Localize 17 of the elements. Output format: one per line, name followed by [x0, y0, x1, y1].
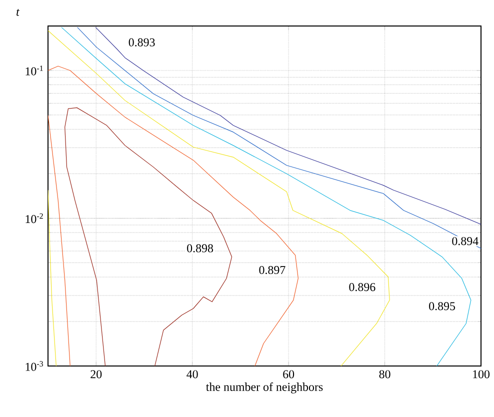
- annotation: 0.896: [349, 283, 376, 292]
- y-tick-label: 10$^{-3}$: [26, 361, 44, 371]
- line-series: [64, 107, 232, 366]
- x-tick-label: 100: [473, 370, 490, 378]
- x-axis-title: the number of neighbors: [206, 382, 323, 394]
- annotation: 0.895: [429, 302, 456, 310]
- x-tick-label: 20: [90, 370, 102, 378]
- annotation: 0.893: [128, 38, 155, 46]
- annotation: 0.894: [452, 237, 478, 246]
- annotation: 0.897: [259, 266, 286, 274]
- x-tick-label: 60: [283, 370, 294, 378]
- y-axis-title: t: [16, 8, 20, 16]
- y-tick-label: 10$^{-1}$: [26, 66, 43, 76]
- y-tick-label: 10$^{-2}$: [26, 213, 43, 224]
- x-tick-label: 80: [379, 370, 390, 378]
- x-tick-label: 40: [186, 370, 198, 378]
- annotation: 0.898: [187, 244, 214, 252]
